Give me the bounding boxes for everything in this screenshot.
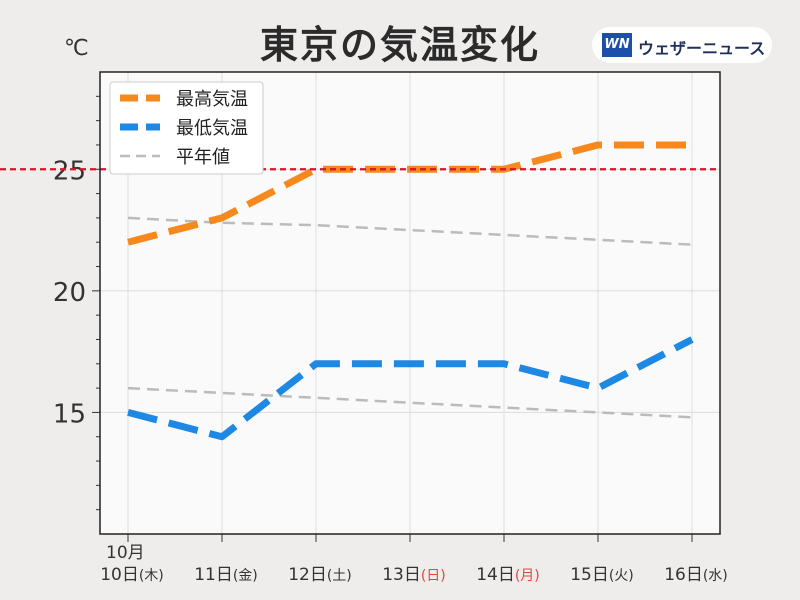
legend-label: 最高気温 [176, 89, 248, 110]
weathernews-logo-icon: WN [602, 33, 632, 57]
y-tick-label: 15 [53, 399, 86, 429]
plot-frame [99, 71, 721, 535]
x-month-label: 10月 [106, 543, 145, 563]
x-tick-label: 16日(水) [664, 565, 728, 585]
y-tick-label: 20 [53, 278, 86, 308]
x-tick-label: 14日(月) [476, 565, 540, 585]
x-tick-label: 11日(金) [194, 565, 258, 585]
brand-badge: WN ウェザーニュース [592, 27, 772, 63]
brand-name: ウェザーニュース [638, 39, 766, 58]
legend-label: 平年値 [176, 147, 230, 168]
legend-box [109, 81, 264, 175]
x-tick-label: 10日(木) [100, 565, 164, 585]
x-tick-label: 12日(土) [288, 565, 352, 585]
legend-label: 最低気温 [176, 118, 248, 139]
x-tick-label: 13日(日) [382, 565, 446, 585]
chart-title: 東京の気温変化 [259, 23, 540, 67]
x-tick-label: 15日(火) [570, 565, 634, 585]
y-tick-label: 25 [53, 156, 86, 186]
y-axis-unit: ℃ [64, 36, 89, 61]
